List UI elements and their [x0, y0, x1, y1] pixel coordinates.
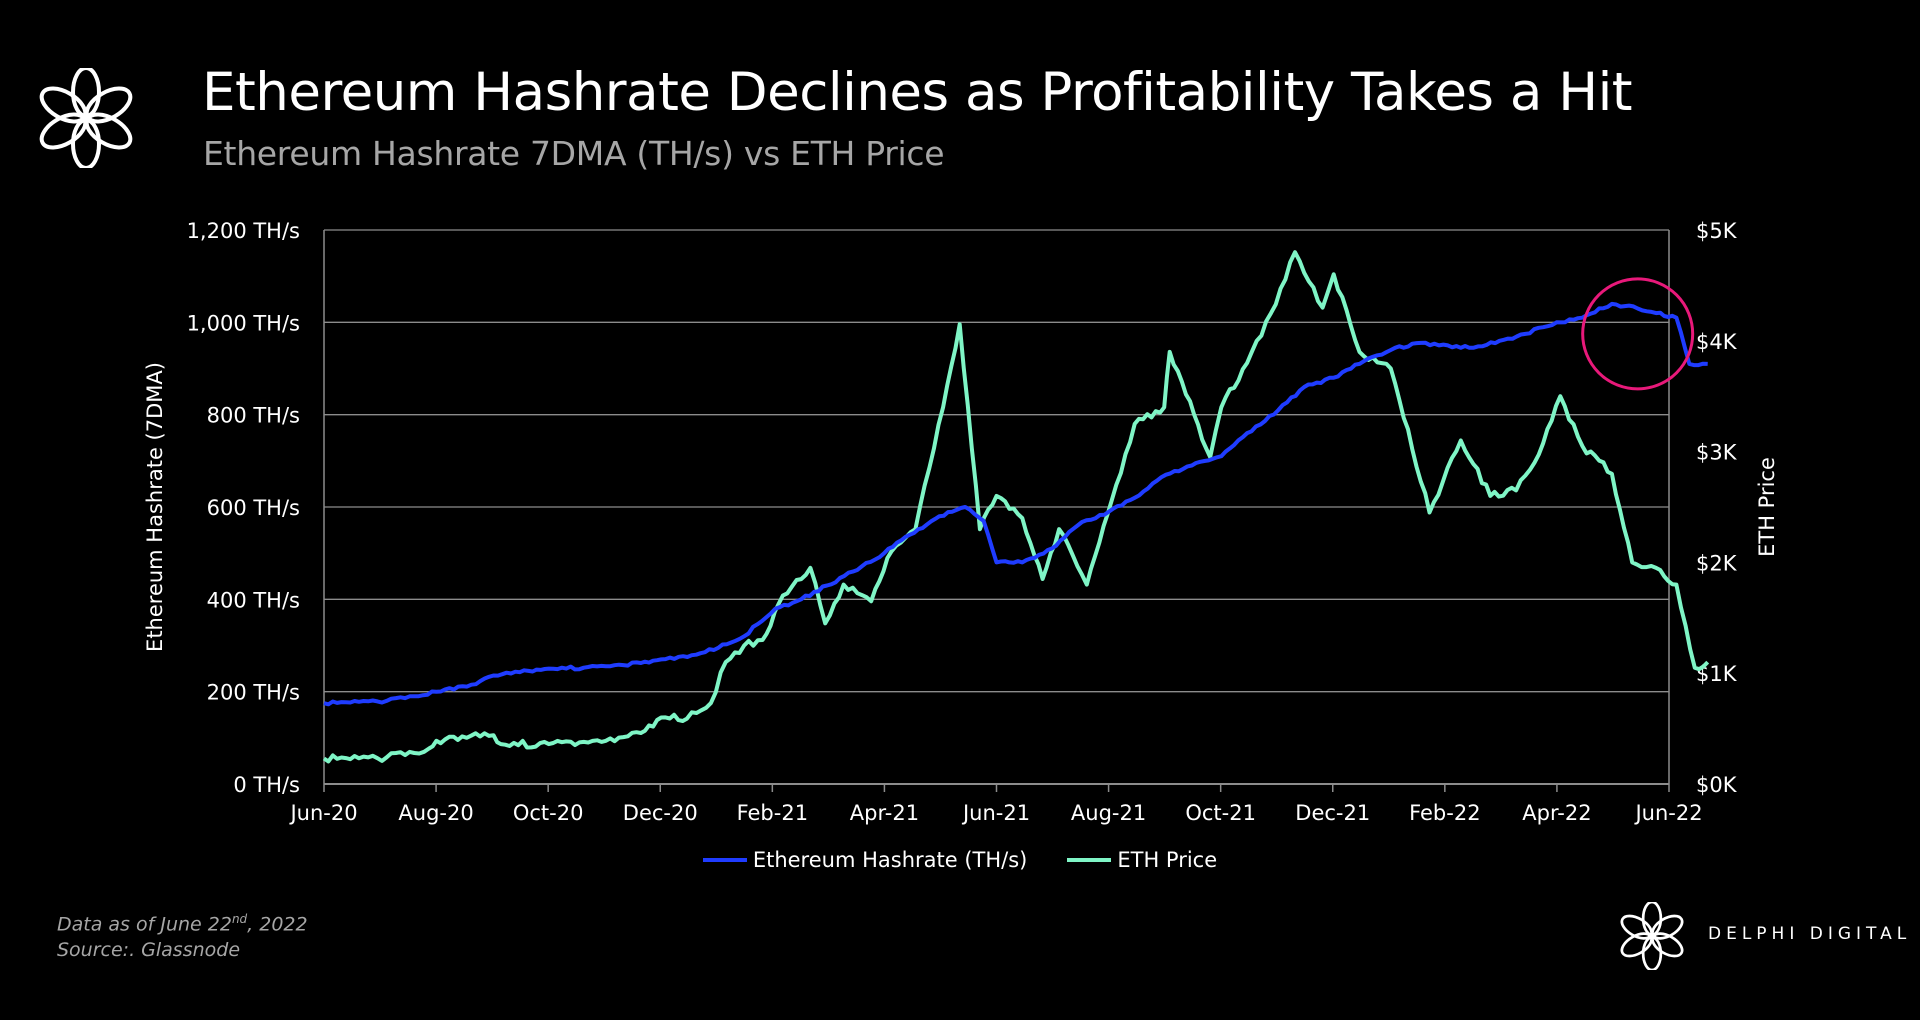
legend-label-hashrate: Ethereum Hashrate (TH/s) [752, 848, 1028, 872]
brand-name: DELPHI DIGITAL [1708, 924, 1912, 944]
x-tick-label: Dec-21 [1295, 801, 1370, 825]
x-tick-label: Jun-20 [288, 801, 357, 825]
y-right-tick-label: $4K [1696, 330, 1738, 354]
x-tick-label: Apr-22 [1522, 801, 1591, 825]
y-left-tick-label: 600 TH/s [207, 496, 300, 520]
y-left-tick-label: 1,200 TH/s [187, 219, 300, 243]
page-subtitle: Ethereum Hashrate 7DMA (TH/s) vs ETH Pri… [203, 134, 945, 173]
y-left-tick-label: 800 TH/s [207, 404, 300, 428]
x-tick-label: Dec-20 [623, 801, 698, 825]
legend-item-hashrate: Ethereum Hashrate (TH/s) [702, 848, 1028, 872]
legend: Ethereum Hashrate (TH/s) ETH Price [0, 848, 1920, 872]
legend-swatch-price [1067, 858, 1112, 862]
y-left-tick-label: 0 TH/s [233, 773, 300, 797]
x-tick-label: Aug-20 [398, 801, 473, 825]
x-tick-label: Aug-21 [1071, 801, 1146, 825]
x-tick-label: Jun-21 [961, 801, 1030, 825]
page-title: Ethereum Hashrate Declines as Profitabil… [202, 62, 1633, 123]
y-left-tick-label: 1,000 TH/s [187, 311, 300, 335]
delphi-logo-icon [36, 66, 136, 170]
footer-notes: Data as of June 22nd, 2022 Source:. Glas… [57, 906, 308, 963]
delphi-brand-logo-icon [1618, 900, 1686, 972]
x-tick-label: Jun-22 [1633, 801, 1702, 825]
y-right-tick-label: $5K [1696, 219, 1738, 243]
y-right-tick-label: $0K [1696, 773, 1738, 797]
x-tick-label: Oct-21 [1185, 801, 1256, 825]
y-right-tick-label: $2K [1696, 551, 1738, 575]
y-axis-right-title: ETH Price [1755, 457, 1779, 557]
y-left-tick-label: 200 TH/s [207, 681, 300, 705]
legend-item-price: ETH Price [1067, 848, 1217, 872]
x-tick-label: Feb-21 [737, 801, 808, 825]
x-tick-label: Oct-20 [513, 801, 584, 825]
data-as-of: Data as of June 22nd, 2022 [57, 912, 308, 936]
x-tick-label: Apr-21 [850, 801, 919, 825]
y-axis-left-title: Ethereum Hashrate (7DMA) [143, 362, 167, 652]
legend-swatch-hashrate [702, 858, 747, 862]
source-note: Source:. Glassnode [57, 939, 241, 962]
price-line [322, 250, 1710, 764]
highlight-circle [1581, 277, 1695, 391]
y-right-tick-label: $3K [1696, 441, 1738, 465]
hashrate-line [323, 301, 1708, 707]
legend-label-price: ETH Price [1117, 848, 1218, 872]
x-tick-label: Feb-22 [1409, 801, 1480, 825]
y-left-tick-label: 400 TH/s [207, 588, 300, 612]
